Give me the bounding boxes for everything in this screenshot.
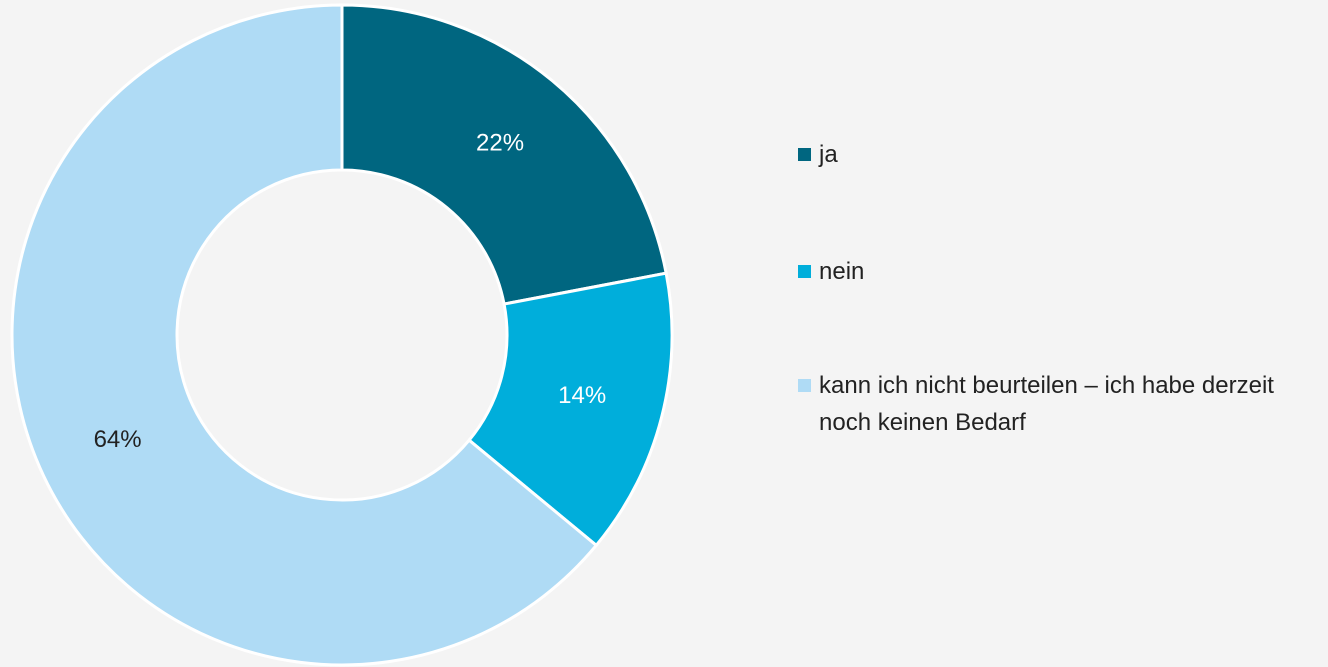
data-label: 22% — [476, 129, 524, 156]
legend-item: kann ich nicht beurteilen – ich habe der… — [796, 367, 1316, 441]
donut-segment — [340, 3, 668, 306]
legend-item: ja — [796, 136, 1316, 173]
legend-swatch — [798, 379, 811, 392]
donut-segment — [10, 3, 599, 667]
legend-swatch — [798, 265, 811, 278]
legend-swatch — [798, 148, 811, 161]
data-label: 64% — [94, 426, 142, 453]
legend-label: kann ich nicht beurteilen – ich habe der… — [819, 372, 1274, 436]
legend-label: ja — [819, 141, 838, 168]
donut-segment — [467, 271, 674, 548]
legend-item: nein — [796, 253, 1316, 290]
data-label: 14% — [558, 382, 606, 409]
legend-label: nein — [819, 258, 865, 285]
